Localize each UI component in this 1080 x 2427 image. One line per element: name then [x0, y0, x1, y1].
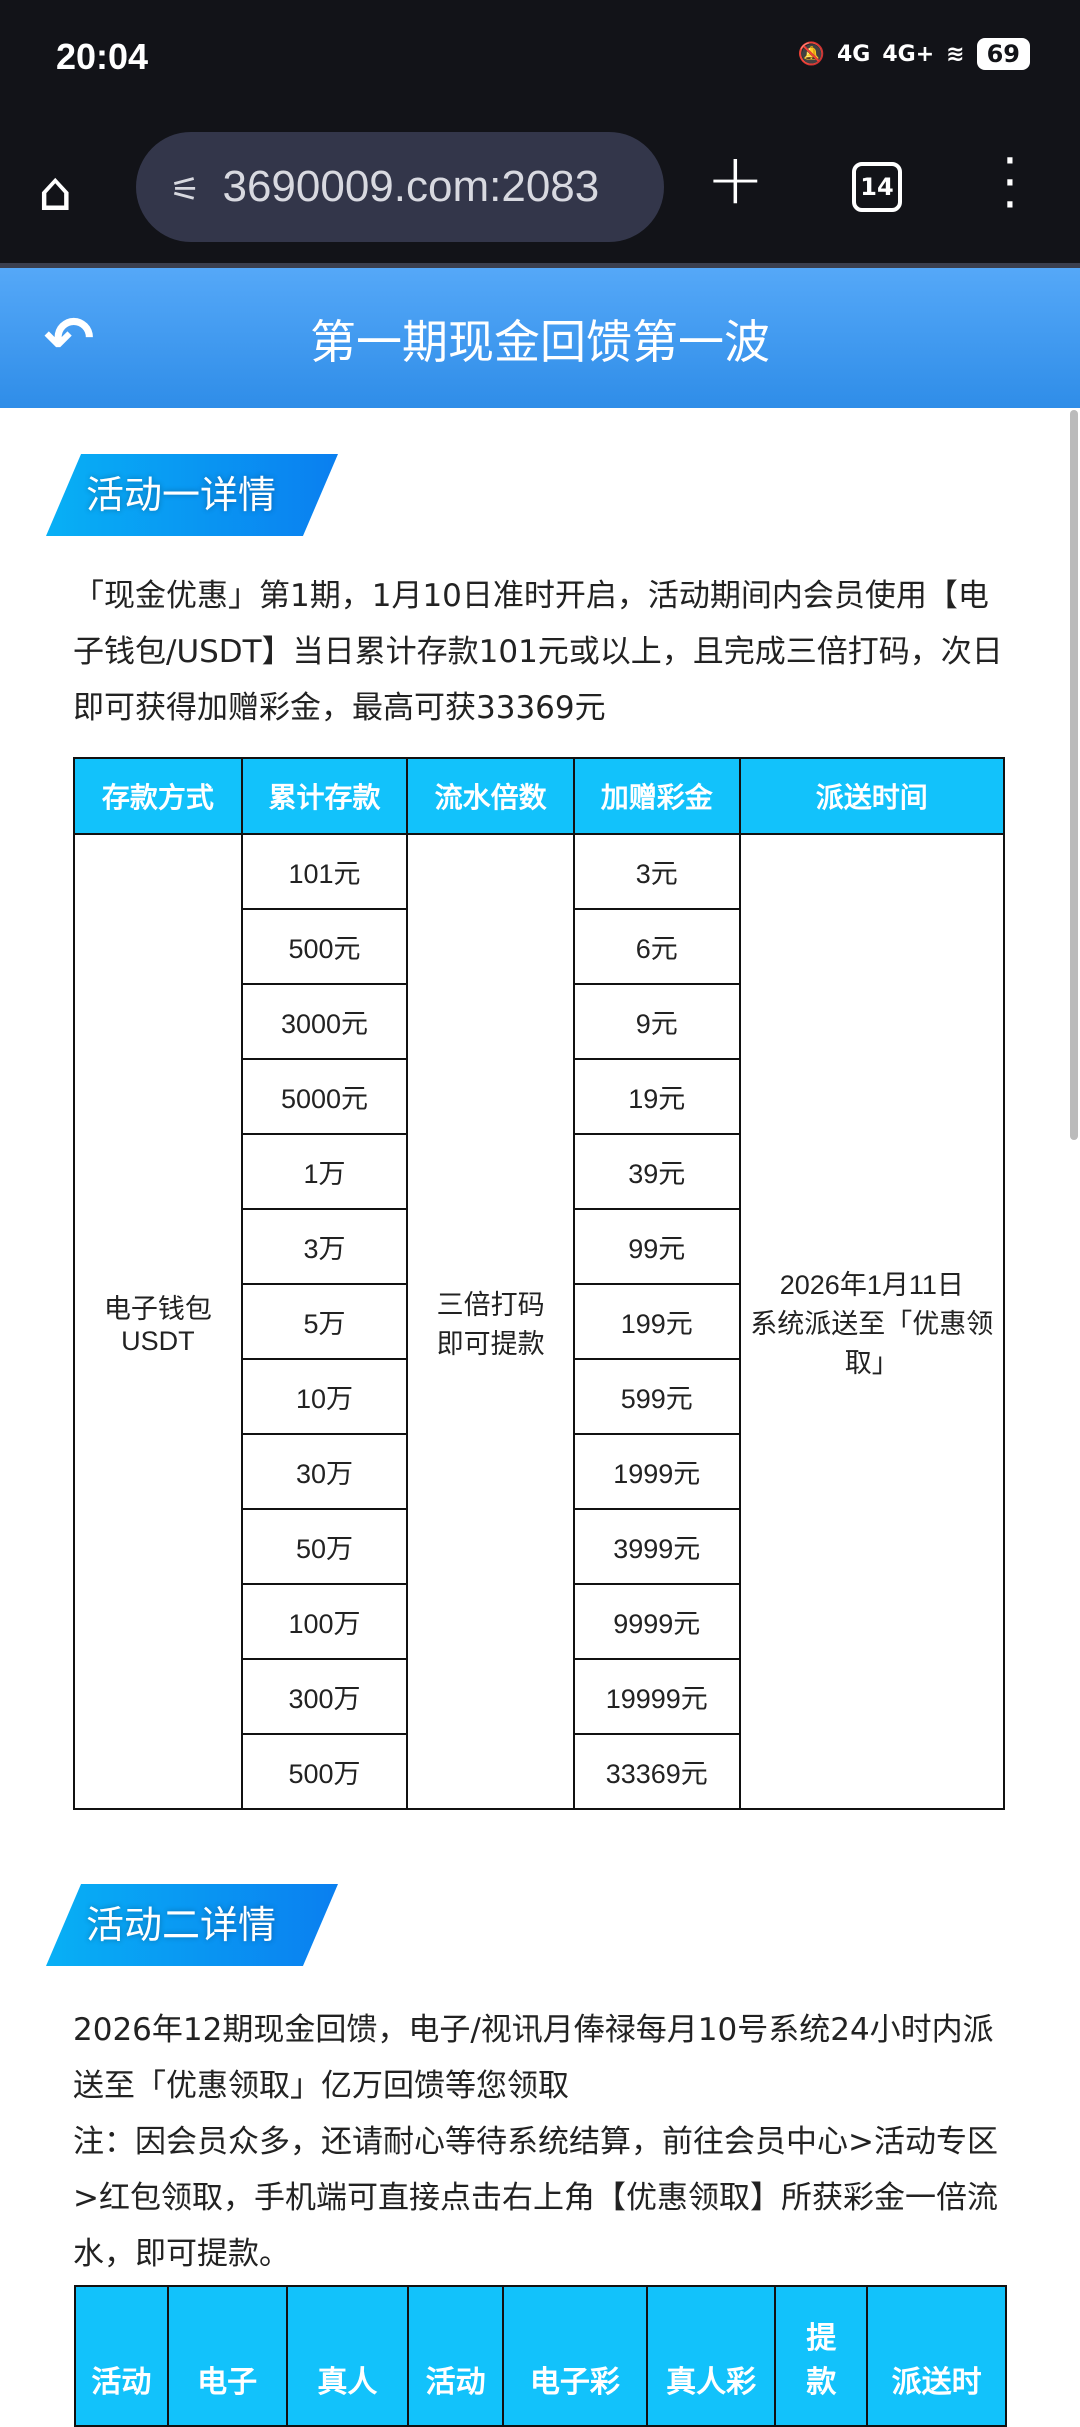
monthly-table: 活动 电子 真人 活动 电子彩 真人彩提款派送时 — [74, 2285, 1007, 2427]
table-row: 100万 9999元 — [74, 1583, 1004, 1660]
bonus-cell: 99元 — [572, 1208, 741, 1285]
deposit-cell: 101元 — [240, 833, 409, 910]
table-row: 10万 599元 — [74, 1358, 1004, 1435]
home-icon[interactable]: ⌂ — [38, 160, 73, 223]
scrollbar[interactable] — [1070, 410, 1078, 1140]
deposit-cell: 1万 — [240, 1133, 409, 1210]
bonus-cell: 3999元 — [572, 1508, 741, 1585]
bonus-cell: 19元 — [572, 1058, 741, 1135]
column-header: 电子彩 — [502, 2285, 648, 2427]
table-row: 30万 1999元 — [74, 1433, 1004, 1510]
site-settings-icon[interactable]: ⚟ — [170, 171, 201, 209]
deposit-cell: 3000元 — [240, 983, 409, 1060]
table-row: 5万 199元 — [74, 1283, 1004, 1360]
column-header: 存款方式 — [73, 757, 243, 835]
deposit-cell: 3万 — [240, 1208, 409, 1285]
section-note: 注：因会员众多，还请耐心等待系统结算，前往会员中心>活动专区>红包领取，手机端可… — [73, 2124, 998, 2272]
bonus-cell: 19999元 — [572, 1658, 741, 1735]
bonus-cell: 1999元 — [572, 1433, 741, 1510]
column-header: 提款 — [774, 2285, 869, 2427]
bonus-cell: 39元 — [572, 1133, 741, 1210]
deposit-cell: 500万 — [240, 1733, 409, 1810]
table-row: 500万 33369元 — [74, 1733, 1004, 1810]
table-row: 300万 19999元 — [74, 1658, 1004, 1735]
browser-toolbar: ⌂ ⚟ 3690009.com:2083 + 14 · · · — [0, 110, 1080, 268]
column-header: 活动 — [74, 2285, 169, 2427]
column-header: 电子 — [166, 2285, 288, 2427]
battery-icon: 69 — [976, 38, 1030, 70]
bonus-cell: 3元 — [572, 833, 741, 910]
deposit-cell: 500元 — [240, 908, 409, 985]
deposit-cell: 5万 — [240, 1283, 409, 1360]
section-paragraph: 2026年12期现金回馈，电子/视讯月俸禄每月10号系统24小时内派送至「优惠领… — [73, 2012, 994, 2104]
bonus-cell: 33369元 — [572, 1733, 741, 1810]
column-header: 活动 — [407, 2285, 505, 2427]
merged-cell: 2026年1月11日 系统派送至「优惠领取」 — [738, 833, 1006, 1810]
table-row: 500元 6元 — [74, 908, 1004, 985]
clock: 20:04 — [56, 36, 149, 77]
table-row: 5000元 19元 — [74, 1058, 1004, 1135]
bonus-cell: 9元 — [572, 983, 741, 1060]
url-text: 3690009.com:2083 — [222, 162, 600, 211]
bonus-cell: 6元 — [572, 908, 741, 985]
page-title: 第一期现金回馈第一波 — [310, 315, 770, 369]
column-header: 真人彩 — [645, 2285, 777, 2427]
table-row: 3万 99元 — [74, 1208, 1004, 1285]
merged-cell: 三倍打码 即可提款 — [406, 833, 575, 1810]
status-icons: 🔕 4G 4G+ ≋ 69 — [798, 38, 1030, 70]
wifi-icon: ≋ — [946, 41, 965, 67]
table-row: 50万 3999元 — [74, 1508, 1004, 1585]
column-header: 派送时 — [866, 2285, 1007, 2427]
signal-icon: 4G+ — [882, 41, 935, 67]
merged-cell: 电子钱包 USDT — [73, 833, 243, 1810]
mute-icon: 🔕 — [797, 41, 825, 67]
deposit-cell: 5000元 — [240, 1058, 409, 1135]
more-menu-icon[interactable]: · · · — [1002, 132, 1018, 234]
back-icon[interactable]: ↶ — [44, 304, 95, 374]
app-header: ↶ 第一期现金回馈第一波 — [0, 268, 1080, 408]
column-header: 派送时间 — [738, 757, 1006, 835]
deposit-cell: 300万 — [240, 1658, 409, 1735]
tab-switcher-button[interactable]: 14 — [852, 162, 902, 212]
section-badge: 活动二详情 — [46, 1884, 338, 1966]
table-row: 3000元 9元 — [74, 983, 1004, 1060]
table-row: 1万 39元 — [74, 1133, 1004, 1210]
section-text: 「现金优惠」第1期，1月10日准时开启，活动期间内会员使用【电子钱包/USDT】… — [73, 578, 1003, 726]
deposit-cell: 30万 — [240, 1433, 409, 1510]
column-header: 加赠彩金 — [572, 757, 741, 835]
deposit-cell: 100万 — [240, 1583, 409, 1660]
section-badge: 活动一详情 — [46, 454, 338, 536]
deposit-cell: 10万 — [240, 1358, 409, 1435]
column-header: 累计存款 — [240, 757, 409, 835]
section-text: 2026年12期现金回馈，电子/视讯月俸禄每月10号系统24小时内派送至「优惠领… — [73, 2002, 1013, 2282]
table-row: 电子钱包 USDT 101元 三倍打码 即可提款 3元 2026年1月11日 系统派送至「优惠… — [73, 833, 1006, 1810]
bonus-table: 存款方式 累计存款 流水倍数 加赠彩金 派送时间 电子钱包 USDT 101元 三倍打码 即可提… — [73, 757, 1006, 1810]
bonus-cell: 599元 — [572, 1358, 741, 1435]
column-header: 流水倍数 — [406, 757, 575, 835]
bonus-cell: 199元 — [572, 1283, 741, 1360]
url-bar[interactable]: ⚟ 3690009.com:2083 — [136, 132, 664, 242]
signal-icon: 4G — [836, 41, 871, 67]
deposit-cell: 50万 — [240, 1508, 409, 1585]
new-tab-icon[interactable]: + — [706, 138, 765, 220]
column-header: 真人 — [285, 2285, 410, 2427]
bonus-cell: 9999元 — [572, 1583, 741, 1660]
status-bar: 20:04 🔕 4G 4G+ ≋ 69 — [0, 0, 1080, 110]
